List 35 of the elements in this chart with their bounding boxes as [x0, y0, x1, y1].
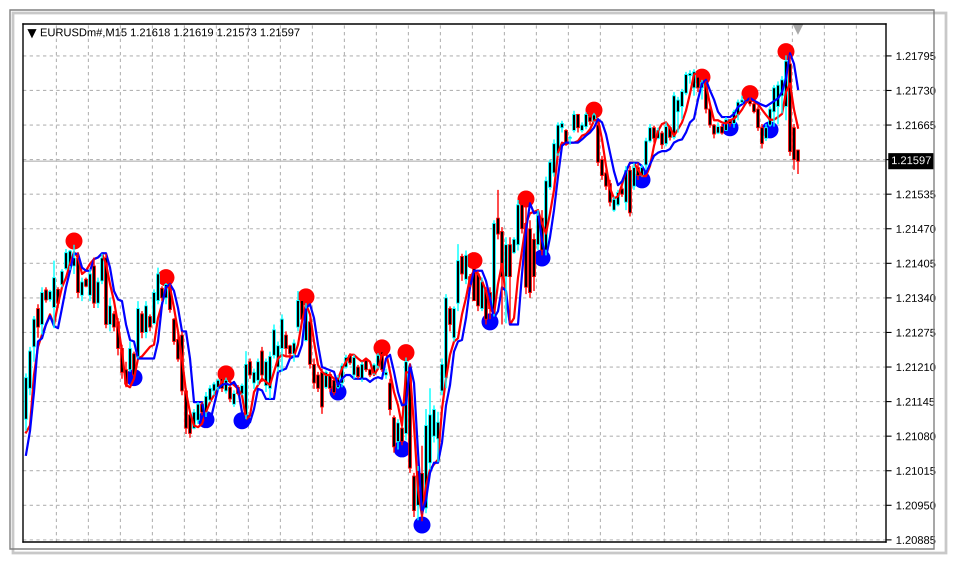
- candlestick: [92, 256, 96, 309]
- chart-title: EURUSDm#,M15 1.21618 1.21619 1.21573 1.21597: [40, 28, 300, 38]
- candlestick: [280, 314, 284, 373]
- point: [397, 344, 415, 362]
- point: [413, 516, 431, 534]
- y-tick-label: 1.21275: [896, 328, 936, 337]
- y-tick-label: 1.21015: [896, 467, 936, 475]
- candlestick: [516, 199, 520, 252]
- ref-line-label: 1.21597: [892, 156, 931, 164]
- candlestick: [320, 368, 324, 415]
- y-tick-label: 1.21795: [896, 52, 936, 60]
- candlestick: [40, 286, 44, 336]
- y-tick-label: 1.21535: [896, 190, 936, 198]
- candlestick: [260, 346, 264, 383]
- y-tick-label: 1.20950: [896, 502, 936, 510]
- y-tick-label: 1.21665: [896, 121, 936, 130]
- y-tick-label: 1.21405: [896, 260, 936, 268]
- candlestick: [144, 300, 148, 340]
- y-tick-label: 1.21145: [896, 398, 935, 406]
- candlestick: [508, 236, 512, 324]
- candlestick: [772, 84, 776, 128]
- candlestick: [464, 250, 468, 285]
- candlestick: [296, 290, 300, 332]
- point: [65, 232, 83, 250]
- y-tick-label: 1.21730: [896, 86, 936, 95]
- y-tick-label: 1.21080: [896, 432, 936, 440]
- candlestick: [388, 378, 392, 416]
- y-tick-label: 1.21210: [896, 363, 936, 372]
- candlestick: [52, 260, 56, 329]
- y-tick-label: 1.20885: [896, 536, 936, 544]
- candlestick: [88, 268, 92, 302]
- y-tick-label: 1.21340: [896, 294, 936, 302]
- candlestick: [396, 418, 400, 450]
- candlestick: [244, 350, 248, 420]
- y-tick-label: 1.21470: [896, 225, 936, 233]
